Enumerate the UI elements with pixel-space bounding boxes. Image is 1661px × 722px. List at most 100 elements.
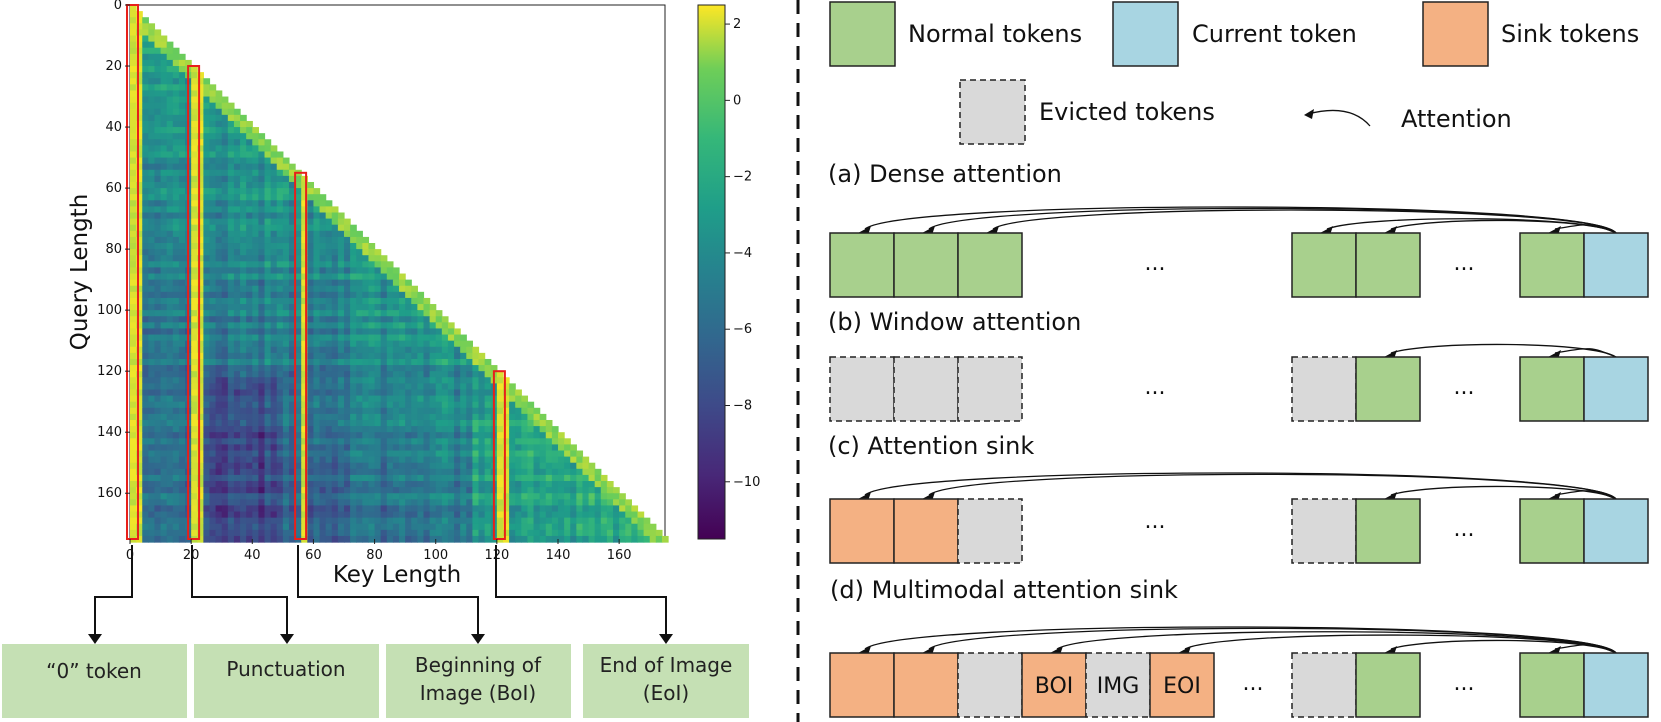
heatmap-cell [282, 249, 290, 256]
heatmap-cell [313, 273, 321, 281]
heatmap-cell [136, 419, 143, 427]
row-attention-sink: ... ... [829, 498, 1649, 564]
heatmap-cell [411, 468, 418, 476]
heatmap-cell [282, 481, 290, 488]
heatmap-cell [252, 389, 259, 397]
heatmap-cell [264, 181, 272, 189]
heatmap-cell [411, 310, 418, 317]
heatmap-cell [447, 395, 455, 403]
heatmap-cell [368, 505, 376, 513]
heatmap-cell [466, 432, 473, 439]
heatmap-cell [282, 261, 290, 269]
heatmap-cell [411, 481, 418, 488]
heatmap-cell [246, 352, 253, 360]
heatmap-cell [197, 139, 204, 146]
heatmap-cell [545, 535, 553, 543]
heatmap-cell [295, 499, 302, 507]
heatmap-cell [533, 426, 541, 433]
heatmap-cell [417, 401, 425, 409]
heatmap-cell [337, 346, 345, 354]
heatmap-cell [215, 175, 223, 183]
heatmap-cell [466, 377, 473, 384]
heatmap-cell [276, 200, 284, 207]
heatmap-cell [215, 474, 223, 482]
heatmap-cell [130, 169, 137, 177]
heatmap-cell [319, 444, 327, 452]
heatmap-cell [435, 395, 443, 403]
heatmap-cell [172, 212, 180, 220]
heatmap-cell [209, 377, 217, 384]
heatmap-cell [154, 285, 162, 293]
heatmap-cell [215, 127, 223, 134]
heatmap-cell [148, 517, 156, 525]
heatmap-cell [136, 462, 143, 470]
heatmap-cell [282, 511, 290, 519]
heatmap-cell [233, 383, 241, 391]
heatmap-cell [227, 249, 235, 256]
heatmap-cell [576, 505, 584, 513]
heatmap-cell [197, 72, 204, 79]
sink-current-token [1583, 498, 1649, 564]
heatmap-cell [295, 493, 302, 500]
heatmap-cell [307, 267, 315, 275]
heatmap-cell [203, 401, 211, 409]
heatmap-cell [148, 181, 156, 189]
heatmap-cell [594, 487, 602, 494]
heatmap-cell [521, 529, 529, 537]
heatmap-cell [350, 535, 357, 543]
heatmap-cell [191, 481, 198, 488]
heatmap-cell [191, 444, 198, 452]
heatmap-cell [405, 481, 412, 488]
heatmap-cell [435, 328, 443, 336]
heatmap-cell [570, 481, 577, 488]
heatmap-cell [240, 352, 247, 360]
heatmap-cell [362, 468, 370, 476]
heatmap-cell [148, 102, 156, 110]
heatmap-cell [356, 487, 363, 494]
heatmap-cell [148, 35, 156, 43]
heatmap-cell [301, 474, 308, 482]
heatmap-cell [233, 511, 241, 519]
heatmap-cell [136, 340, 143, 348]
heatmap-cell [564, 523, 571, 531]
heatmap-cell [435, 468, 443, 476]
heatmap-cell [374, 273, 382, 281]
heatmap-cell [136, 535, 143, 543]
heatmap-cell [527, 407, 535, 415]
heatmap-cell [295, 243, 302, 250]
heatmap-cell [649, 523, 657, 531]
heatmap-cell [166, 493, 174, 500]
heatmap-cell [276, 243, 284, 250]
heatmap-cell [209, 212, 217, 220]
heatmap-cell [142, 72, 149, 79]
heatmap-cell [521, 499, 529, 507]
heatmap-cell [331, 462, 339, 470]
heatmap-cell [509, 474, 516, 482]
heatmap-cell [172, 389, 180, 397]
heatmap-cell [441, 322, 449, 330]
heatmap-cell [172, 377, 180, 384]
heatmap-cell [142, 346, 149, 354]
heatmap-cell [148, 78, 156, 85]
heatmap-cell [130, 322, 137, 330]
heatmap-cell [148, 249, 156, 256]
heatmap-cell [319, 413, 327, 421]
heatmap-cell [160, 72, 168, 79]
heatmap-cell [240, 395, 247, 403]
heatmap-cell [148, 352, 156, 360]
heatmap-cell [154, 365, 162, 372]
heatmap-cell [631, 511, 639, 519]
heatmap-cell [386, 352, 394, 360]
heatmap-cell [130, 395, 137, 403]
row-dense: ... ... [829, 232, 1649, 298]
heatmap-cell [209, 468, 217, 476]
heatmap-cell [399, 395, 406, 403]
heatmap-cell [264, 499, 272, 507]
heatmap-cell [252, 304, 259, 311]
heatmap-cell [301, 175, 308, 183]
heatmap-cell [154, 493, 162, 500]
heatmap-cell [313, 456, 321, 464]
heatmap-cell [154, 377, 162, 384]
heatmap-cell [466, 505, 473, 513]
heatmap-cell [502, 468, 510, 476]
